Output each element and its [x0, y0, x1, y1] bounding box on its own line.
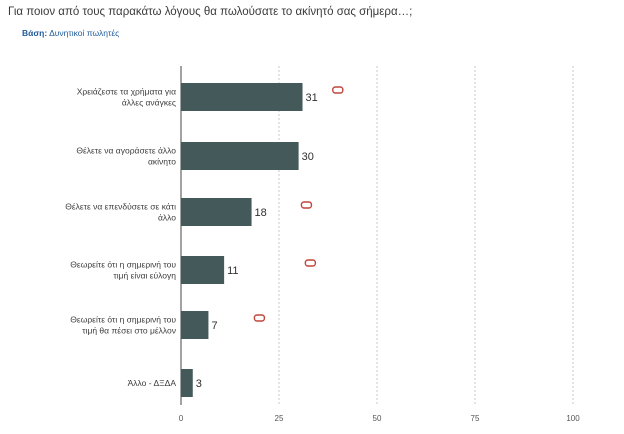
markers — [253, 86, 344, 322]
category-label: Θέλετε να επενδύσετε σε κάτι άλλο — [65, 202, 176, 223]
x-tick-label: 0 — [179, 414, 184, 423]
marker — [300, 201, 313, 209]
data-label: 7 — [211, 320, 217, 332]
base-note: Βάση: Δυνητικοί πωλητές — [22, 28, 119, 38]
category-label: Θεωρείτε ότι η σημερινή του τιμή θα πέσει… — [70, 315, 176, 336]
x-tick-label: 25 — [275, 414, 284, 423]
data-label: 30 — [302, 151, 314, 163]
data-label: 18 — [255, 207, 267, 219]
bar — [181, 83, 303, 111]
category-labels: Χρειάζεστε τα χρήματα για άλλες ανάγκες Θέ… — [65, 87, 176, 389]
category-label: Άλλο - ΔΞΔΑ — [128, 378, 177, 388]
base-value: Δυνητικοί πωλητές — [49, 28, 120, 38]
bar — [181, 142, 299, 170]
data-label: 31 — [306, 92, 318, 104]
bar — [181, 198, 252, 226]
chart-title: Για ποιον από τους παρακάτω λόγους θα πω… — [8, 6, 413, 18]
category-label: Χρειάζεστε τα χρήματα για άλλες ανάγκες — [77, 87, 176, 108]
category-label: Θέλετε να αγοράσετε άλλο ακίνητο — [76, 146, 176, 167]
category-label: Θεωρείτε ότι η σημερινή του τιμή είναι εύ… — [70, 260, 176, 281]
marker — [253, 314, 266, 322]
data-label: 11 — [227, 265, 238, 277]
marker — [332, 86, 344, 94]
x-tick-label: 100 — [566, 414, 580, 423]
grid-lines — [180, 66, 574, 405]
bar — [181, 369, 193, 397]
x-axis-ticks: 0 25 50 75 100 — [179, 414, 580, 423]
x-tick-label: 50 — [373, 414, 382, 423]
marker — [304, 259, 317, 267]
data-label: 3 — [196, 378, 202, 390]
bar — [181, 311, 209, 339]
base-label: Βάση: — [22, 28, 48, 38]
bars: 31 30 18 11 7 3 — [181, 83, 318, 397]
x-tick-label: 75 — [471, 414, 480, 423]
bar — [181, 256, 225, 284]
